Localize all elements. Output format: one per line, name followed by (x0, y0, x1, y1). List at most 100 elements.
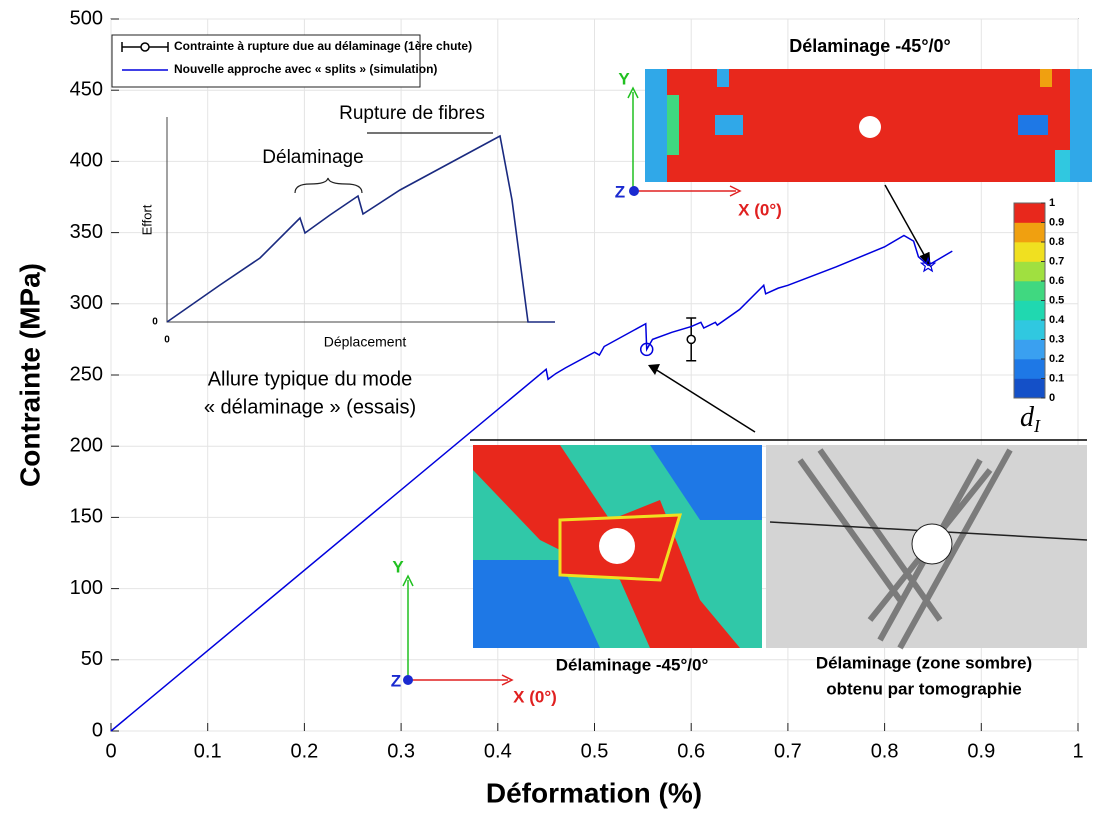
x-axis-title: Déformation (%) (486, 777, 702, 808)
fe-region (1070, 69, 1092, 182)
inset-origin-label: 0 (164, 335, 170, 346)
inset-x-label: Déplacement (324, 334, 407, 350)
colorbar-label-sub: I (1033, 416, 1041, 436)
y-tick-label: 450 (70, 78, 103, 100)
fe-region (715, 115, 743, 135)
fe-region (1055, 150, 1070, 182)
colorbar: dI 0 0.1 0.2 0.3 0.4 0.5 0.6 0.7 0.8 0.9 1 (1013, 197, 1065, 436)
colorbar-segment (1014, 339, 1045, 360)
inset-annotation: Rupture de fibres (339, 103, 485, 124)
x-tick-label: 0.2 (290, 740, 318, 762)
fe-region (717, 69, 729, 87)
legend-box (111, 34, 421, 88)
y-tick-label: 200 (70, 434, 103, 456)
colorbar-tick-label: 0.4 (1049, 314, 1065, 326)
x-tick-label: 0.4 (484, 740, 512, 762)
axis-arrow (501, 674, 514, 686)
y-tick-label: 0 (92, 719, 103, 741)
inset-brace (294, 177, 363, 194)
image-caption: obtenu par tomographie (826, 679, 1022, 698)
colorbar-tick-label: 0.3 (1049, 333, 1064, 345)
data-point (686, 334, 696, 345)
hole (599, 528, 635, 564)
axis-label: X (0°) (513, 687, 557, 706)
colorbar-segment (1014, 320, 1045, 340)
x-tick-label: 0.6 (677, 740, 705, 762)
colorbar-tick-label: 0.5 (1049, 294, 1064, 306)
y-tick-label: 100 (70, 577, 103, 599)
image-caption: Délaminage -45°/0° (556, 655, 709, 674)
colorbar-tick-label: 0 (1049, 392, 1055, 404)
y-tick-label: 50 (81, 648, 103, 670)
inset-origin-label: 0 (152, 317, 158, 328)
line-series (110, 234, 953, 732)
pointer-arrow (654, 368, 756, 433)
colorbar-segment (1014, 203, 1045, 223)
x-tick-label: 0.3 (387, 740, 415, 762)
x-tick-label: 1 (1072, 740, 1083, 762)
y-tick-label: 400 (70, 150, 103, 172)
y-axis-title: Contrainte (MPa) (14, 263, 45, 487)
inset-y-label: Effort (139, 204, 154, 235)
colorbar-tick-label: 0.2 (1049, 353, 1064, 365)
axis-arrow (627, 86, 639, 99)
x-tick-label: 0.5 (581, 740, 609, 762)
fe-region (1018, 115, 1048, 135)
colorbar-tick-label: 0.1 (1049, 372, 1064, 384)
event-marker (919, 256, 937, 273)
fe-region (645, 69, 667, 182)
image-top: Délaminage -45°/0° Y Z X (0°) (615, 36, 1092, 268)
colorbar-segment (1014, 378, 1045, 399)
colorbar-segment (1014, 300, 1045, 321)
axis-arrow (402, 574, 414, 587)
plot-area (110, 234, 953, 732)
hole (911, 523, 953, 565)
image-title: Délaminage -45°/0° (789, 36, 950, 56)
image-bottom: Délaminage -45°/0° Délaminage (zone somb… (391, 364, 1088, 706)
legend-label: Nouvelle approche avec « splits » (simul… (174, 62, 437, 76)
x-tick-label: 0 (105, 740, 116, 762)
event-marker (639, 342, 654, 357)
colorbar-tick-label: 0.8 (1049, 236, 1064, 248)
axis-arrow (729, 185, 742, 197)
axis-label: Z (615, 182, 625, 201)
pointer-arrow (884, 184, 928, 261)
colorbar-tick-label: 0.7 (1049, 255, 1064, 267)
colorbar-label-main: d (1020, 402, 1035, 433)
x-tick-label: 0.8 (871, 740, 899, 762)
colorbar-segment (1014, 281, 1045, 301)
colorbar-segment (1014, 359, 1045, 379)
y-tick-label: 350 (70, 221, 103, 243)
colorbar-segment (1014, 261, 1045, 282)
colorbar-segment (1014, 222, 1045, 243)
colorbar-label: dI (1020, 402, 1041, 436)
colorbar-segment (1014, 242, 1045, 262)
y-tick-label: 250 (70, 363, 103, 385)
x-tick-label: 0.9 (967, 740, 995, 762)
axis-origin (629, 186, 639, 196)
axis-label: X (0°) (738, 200, 782, 219)
inset-curve (166, 134, 555, 323)
colorbar-tick-label: 1 (1049, 197, 1055, 209)
inset-plot: Délaminage Rupture de fibres Effort Dépl… (139, 103, 555, 418)
pointer-arrow (648, 364, 660, 375)
y-tick-label: 150 (70, 506, 103, 528)
axis-label: Y (618, 69, 630, 88)
legend: Contrainte à rupture due au délaminage (… (111, 34, 472, 88)
x-tick-label: 0.7 (774, 740, 802, 762)
y-tick-label: 500 (70, 7, 103, 29)
colorbar-tick-label: 0.6 (1049, 275, 1064, 287)
axis-label: Z (391, 671, 401, 690)
pointer-arrow (919, 251, 931, 268)
hole (859, 116, 881, 138)
x-tick-label: 0.1 (194, 740, 222, 762)
colorbar-tick-label: 0.9 (1049, 216, 1064, 228)
axis-origin (403, 675, 413, 685)
inset-caption: « délaminage » (essais) (204, 396, 416, 418)
legend-sample (140, 42, 150, 52)
y-tick-label: 300 (70, 292, 103, 314)
axis-label: Y (392, 557, 404, 576)
legend-label: Contrainte à rupture due au délaminage (… (174, 39, 472, 53)
